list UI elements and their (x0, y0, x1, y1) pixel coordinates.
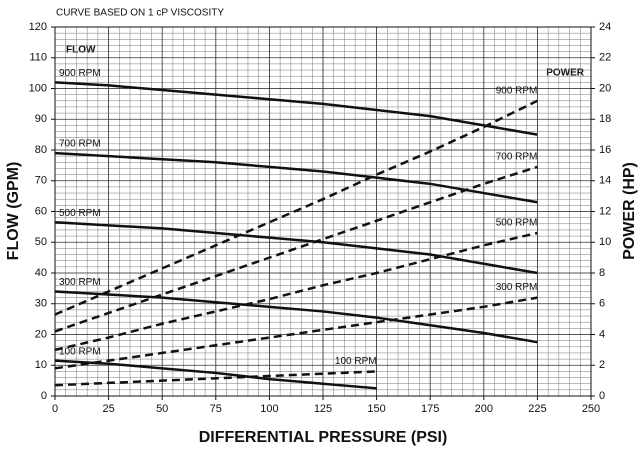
flow-curve (54, 359, 377, 390)
y2-tick-label: 20 (599, 82, 611, 94)
x-tick-label: 125 (314, 403, 332, 415)
series-label: 900 RPM (496, 85, 538, 96)
power-curve (54, 231, 538, 352)
flow-curve (54, 221, 538, 275)
x-axis-label: DIFFERENTIAL PRESSURE (PSI) (199, 429, 448, 446)
y-tick-label: 70 (35, 175, 47, 187)
x-tick-label: 25 (102, 403, 114, 415)
x-tick-label: 225 (528, 403, 546, 415)
x-tick-label: 75 (210, 403, 222, 415)
y2-tick-label: 10 (599, 236, 611, 248)
y-tick-label: 0 (41, 390, 47, 402)
y-tick-label: 90 (35, 113, 47, 125)
x-tick-label: 200 (475, 403, 493, 415)
power-curve (54, 296, 538, 370)
y-tick-label: 20 (35, 328, 47, 340)
y-axis-label: FLOW (GPM) (5, 162, 22, 261)
y2-tick-label: 16 (599, 144, 611, 156)
y-tick-label: 110 (29, 52, 47, 64)
y-tick-label: 10 (35, 359, 47, 371)
y-tick-label: 30 (35, 298, 47, 310)
y2-tick-label: 0 (599, 390, 605, 402)
series-label: 500 RPM (496, 218, 538, 229)
series-label: 700 RPM (59, 139, 101, 150)
series-label: 100 RPM (335, 356, 377, 367)
x-tick-label: 100 (260, 403, 278, 415)
y2-tick-label: 24 (599, 21, 611, 33)
y-tick-label: 60 (35, 205, 47, 217)
power-annotation: POWER (546, 68, 585, 79)
flow-curve (54, 290, 538, 344)
x-tick-label: 150 (367, 403, 385, 415)
y2-axis-label: POWER (HP) (621, 162, 638, 260)
series-label: 100 RPM (59, 346, 101, 357)
y2-tick-label: 4 (599, 328, 605, 340)
y2-tick-label: 18 (599, 113, 611, 125)
x-tick-label: 175 (421, 403, 439, 415)
plot-frame (54, 26, 592, 397)
power-curve (54, 370, 377, 387)
y2-tick-label: 12 (599, 205, 611, 217)
chart-title: CURVE BASED ON 1 cP VISCOSITY (56, 8, 224, 19)
series-label: 700 RPM (496, 152, 538, 163)
flow-annotation: FLOW (66, 45, 96, 56)
x-tick-label: 0 (52, 403, 58, 415)
series-label: 500 RPM (59, 208, 101, 219)
power-curve (54, 165, 538, 333)
power-curve (54, 99, 538, 316)
y2-tick-label: 8 (599, 267, 605, 279)
series-label: 900 RPM (59, 68, 101, 79)
flow-curve (54, 81, 538, 136)
y2-tick-label: 14 (599, 175, 611, 187)
x-tick-label: 50 (156, 403, 168, 415)
y-tick-label: 40 (35, 267, 47, 279)
y2-tick-label: 2 (599, 359, 605, 371)
y2-tick-label: 6 (599, 298, 605, 310)
series-label: 300 RPM (59, 277, 101, 288)
y-tick-label: 80 (35, 144, 47, 156)
x-tick-label: 250 (582, 403, 600, 415)
series-label: 300 RPM (496, 282, 538, 293)
flow-curve (54, 151, 538, 204)
y-tick-label: 50 (35, 236, 47, 248)
y-tick-label: 100 (29, 82, 47, 94)
y2-tick-label: 22 (599, 52, 611, 64)
y-tick-label: 120 (29, 21, 47, 33)
